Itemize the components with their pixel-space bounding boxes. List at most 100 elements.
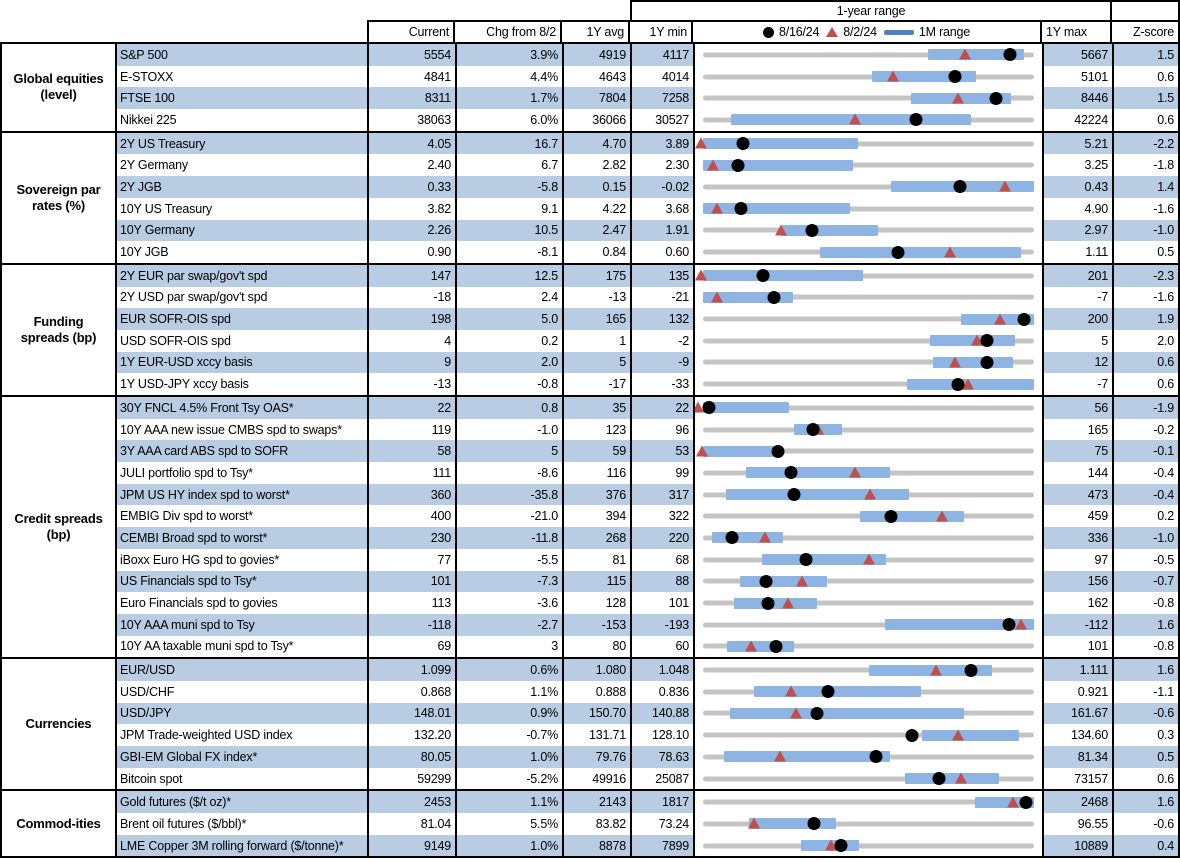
max-1y-value: 156 [1044, 570, 1114, 593]
current-value: 0.90 [369, 241, 457, 263]
range-chart [695, 791, 1044, 814]
row-label: 10Y AA taxable muni spd to Tsy* [117, 635, 369, 658]
min-1y-value: -9 [632, 351, 695, 374]
avg-1y-value: 0.84 [564, 241, 632, 263]
row-label: 10Y JGB [117, 241, 369, 263]
min-1y-value: 30527 [632, 109, 695, 131]
range-track [703, 466, 1034, 480]
row-label: 10Y US Treasury [117, 197, 369, 220]
one-month-range-bar [749, 818, 836, 830]
table-row: 30Y FNCL 4.5% Front Tsy OAS* 22 0.8 35 22 56-… [117, 397, 1178, 419]
avg-1y-value: 1.080 [564, 659, 632, 681]
triangle-marker [773, 750, 786, 762]
range-track [703, 685, 1034, 699]
max-1y-value: -7 [1044, 373, 1114, 395]
chg-value: 6.7 [457, 154, 564, 177]
chg-value: -8.1 [457, 241, 564, 263]
min-1y-value: 1817 [632, 791, 695, 814]
current-value: -118 [369, 613, 457, 636]
range-chart [695, 397, 1044, 419]
dot-marker [725, 531, 739, 545]
row-label: GBI-EM Global FX index* [117, 746, 369, 768]
range-chart [695, 767, 1044, 790]
range-track [703, 180, 1034, 194]
max-1y-value: 1.111 [1044, 659, 1114, 681]
min-1y-value: 0.836 [632, 680, 695, 703]
avg-1y-value: 79.76 [564, 746, 632, 768]
current-value: 1.099 [369, 659, 457, 681]
header-spacer [0, 20, 367, 44]
zscore-value: 1.5 [1157, 47, 1174, 62]
row-label: US Financials spd to Tsy* [117, 570, 369, 593]
current-value: 38063 [369, 109, 457, 131]
range-chart [695, 154, 1044, 177]
triangle-marker [747, 817, 760, 829]
range-chart [695, 219, 1044, 242]
min-1y-value: 128.10 [632, 724, 695, 746]
one-month-range-bar [711, 532, 783, 544]
max-1y-value: -112 [1044, 613, 1114, 636]
dot-marker [787, 488, 801, 502]
avg-1y-value: 116 [564, 462, 632, 484]
max-1y-value: 5.21 [1044, 132, 1114, 155]
max-1y-value: 2468 [1044, 791, 1114, 814]
dot-marker [767, 290, 781, 304]
triangle-marker [795, 575, 808, 587]
range-track [703, 488, 1034, 502]
current-value: 4841 [369, 65, 457, 88]
max-1y-value: 2.97 [1044, 219, 1114, 242]
section-rows: 2Y EUR par swap/gov't spd 147 12.5 175 135 20… [117, 264, 1178, 395]
zscore-value: -0.1 [1153, 444, 1174, 459]
range-chart [695, 329, 1044, 352]
row-label: JPM Trade-weighted USD index [117, 724, 369, 746]
current-value: 2.26 [369, 219, 457, 242]
current-value: 4.05 [369, 132, 457, 155]
range-chart [695, 373, 1044, 395]
zscore-value: 0.2 [1157, 509, 1174, 524]
max-1y-value: 473 [1044, 483, 1114, 506]
chg-value: 0.9% [457, 702, 564, 725]
min-1y-value: 3.89 [632, 132, 695, 155]
table-row: 2Y EUR par swap/gov't spd 147 12.5 175 135 20… [117, 264, 1178, 287]
chg-value: 1.0% [457, 834, 564, 857]
dot-marker [771, 444, 785, 458]
chg-value: 0.2 [457, 329, 564, 352]
one-month-range-bar [904, 773, 1000, 785]
zscore-value: -1.0 [1153, 530, 1174, 545]
row-label: 2Y EUR par swap/gov't spd [117, 264, 369, 287]
range-track [703, 639, 1034, 653]
max-1y-value: 8446 [1044, 87, 1114, 110]
zscore-value: -2.3 [1153, 268, 1174, 283]
dot-marker [734, 202, 748, 216]
table-row: Bitcoin spot 59299 -5.2% 49916 25087 73157 0.6 [117, 767, 1178, 790]
range-track [695, 444, 1034, 458]
min-1y-value: 0.60 [632, 241, 695, 263]
dot-marker [891, 245, 905, 259]
empty-header-cell [1110, 0, 1180, 22]
table-section: Global equities (level) S&P 500 5554 3.9% 49… [2, 44, 1178, 131]
current-value: 2453 [369, 791, 457, 814]
min-1y-value: 322 [632, 505, 695, 528]
range-track [703, 245, 1034, 259]
chg-value: 1.7% [457, 87, 564, 110]
table-row: 10Y JGB 0.90 -8.1 0.84 0.60 1.11 0.5 [117, 241, 1178, 263]
row-label: 2Y USD par swap/gov't spd [117, 286, 369, 309]
one-month-range-bar [734, 597, 817, 609]
chg-value: -3.6 [457, 592, 564, 614]
range-chart [695, 548, 1044, 571]
legend-bar-icon [883, 29, 914, 35]
one-month-range-bar [703, 203, 850, 215]
current-value: 58 [369, 440, 457, 463]
range-chart [695, 659, 1044, 681]
chg-value: 9.1 [457, 197, 564, 220]
min-1y-value: 99 [632, 462, 695, 484]
one-month-range-bar [703, 270, 864, 282]
range-chart [695, 592, 1044, 614]
avg-1y-value: 7804 [564, 87, 632, 110]
min-1y-value: 60 [632, 635, 695, 658]
table-row: Nikkei 225 38063 6.0% 36066 30527 42224 0.6 [117, 109, 1178, 131]
table-row: 2Y Germany 2.40 6.7 2.82 2.30 3.25 -1.8 [117, 154, 1178, 177]
dot-marker [1017, 312, 1031, 326]
table-row: 1Y EUR-USD xccy basis 9 2.0 5 -9 12 0.6 [117, 351, 1178, 374]
min-1y-value: -0.02 [632, 176, 695, 198]
